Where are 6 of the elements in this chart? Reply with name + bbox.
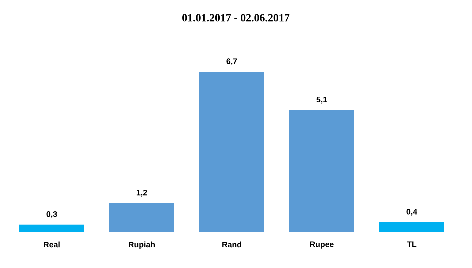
bar (110, 203, 174, 232)
bar (20, 224, 84, 232)
bar (380, 222, 444, 232)
bar (200, 72, 264, 232)
bar (290, 110, 354, 232)
chart-title: 01.01.2017 - 02.06.2017 (182, 14, 290, 22)
